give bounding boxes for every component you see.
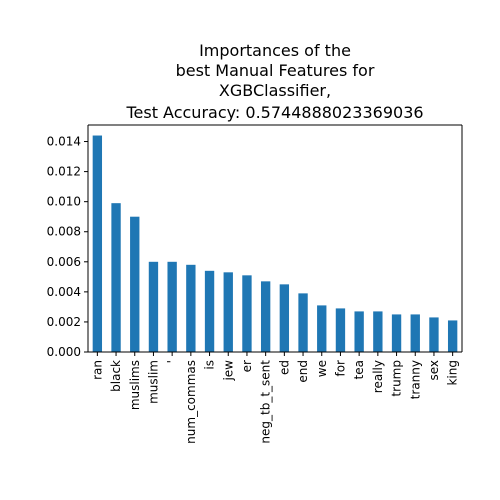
bar-10 bbox=[279, 284, 290, 352]
x-tick-label-4: ' bbox=[165, 360, 179, 363]
x-tick-label-8: er bbox=[240, 360, 254, 372]
bar-0 bbox=[92, 135, 103, 352]
title-line-2: best Manual Features for bbox=[176, 61, 375, 80]
x-tick-label-11: end bbox=[296, 360, 310, 383]
bar-17 bbox=[410, 314, 420, 352]
y-tick-label-5: 0.010 bbox=[47, 195, 81, 209]
x-tick-label-18: sex bbox=[427, 360, 441, 381]
y-tick-label-3: 0.006 bbox=[47, 255, 81, 269]
x-tick-label-3: muslim bbox=[146, 360, 160, 404]
bar-19 bbox=[447, 320, 458, 352]
plot-frame bbox=[87, 124, 463, 353]
x-tick-label-16: trump bbox=[390, 360, 404, 397]
x-tick-label-17: tranny bbox=[408, 360, 422, 399]
x-tick-label-14: tea bbox=[352, 360, 366, 379]
y-tick-label-0: 0.000 bbox=[47, 345, 81, 359]
bar-7 bbox=[223, 272, 233, 352]
bar-14 bbox=[354, 311, 364, 352]
bar-13 bbox=[335, 308, 346, 352]
x-tick-label-5: num_commas bbox=[184, 360, 198, 444]
bar-3 bbox=[148, 261, 159, 352]
y-tick-label-2: 0.004 bbox=[47, 285, 81, 299]
bar-2 bbox=[130, 216, 140, 352]
y-tick-label-6: 0.012 bbox=[47, 165, 81, 179]
x-tick-label-0: ran bbox=[90, 360, 104, 380]
x-tick-label-2: muslims bbox=[128, 360, 142, 410]
bar-11 bbox=[298, 293, 308, 352]
y-tick-label-7: 0.014 bbox=[47, 135, 81, 149]
bar-18 bbox=[429, 317, 439, 352]
title-line-4: Test Accuracy: 0.5744888023369036 bbox=[125, 103, 423, 122]
bar-1 bbox=[111, 203, 121, 352]
x-tick-label-10: ed bbox=[277, 360, 291, 375]
chart-title: Importances of the best Manual Features … bbox=[125, 41, 423, 122]
y-tick-label-4: 0.008 bbox=[47, 225, 81, 239]
x-tick-label-6: is bbox=[203, 360, 217, 370]
x-tick-label-12: we bbox=[315, 360, 329, 377]
bar-6 bbox=[204, 270, 215, 352]
bar-15 bbox=[373, 311, 383, 352]
bar-12 bbox=[317, 305, 327, 352]
bar-8 bbox=[242, 275, 252, 352]
x-tick-label-13: for bbox=[333, 360, 347, 377]
x-tick-label-9: neg_tb_t_sent bbox=[259, 360, 273, 444]
title-line-1: Importances of the bbox=[199, 41, 351, 60]
x-tick-label-15: really bbox=[371, 360, 385, 393]
x-tick-label-19: king bbox=[446, 360, 460, 386]
y-tick-label-1: 0.002 bbox=[47, 315, 81, 329]
x-tick-label-7: jew bbox=[221, 360, 235, 382]
bar-16 bbox=[391, 314, 402, 352]
bar-4 bbox=[167, 261, 177, 352]
bar-9 bbox=[260, 281, 271, 352]
bars bbox=[92, 135, 458, 352]
x-axis: ran black muslims muslim ' num_commas is jew er n… bbox=[90, 352, 460, 444]
x-tick-label-1: black bbox=[109, 360, 123, 392]
title-line-3: XGBClassifier, bbox=[219, 81, 331, 100]
y-axis: 0.000 0.002 0.004 0.006 0.008 0.010 0.012 0.014 bbox=[47, 135, 88, 359]
bar-5 bbox=[186, 264, 196, 352]
